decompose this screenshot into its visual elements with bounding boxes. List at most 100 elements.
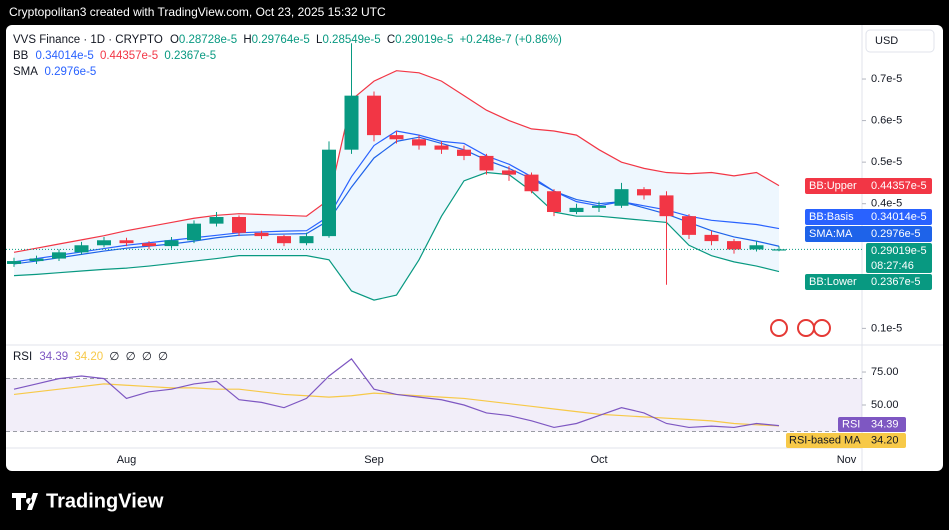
symbol: VVS Finance · 1D · CRYPTO [13,34,163,46]
price-tag-value: 0.34014e-5 [871,211,927,223]
candle-body [682,216,696,235]
rsi-value: ∅ [142,351,152,363]
candle-body [142,243,156,247]
candle-body [277,236,291,244]
candle-body [592,205,606,208]
y-tick-label: 0.7e-5 [871,73,902,85]
rsi-band [6,378,862,432]
y-tick-label: 75.00 [871,366,899,378]
price-tag [805,178,932,194]
ohlc-value: 0.28728e-5 [179,34,237,46]
last-price: 0.29019e-5 [871,245,927,257]
price-tag [805,209,932,225]
logo-mark [12,493,38,510]
ohlc-key: O [170,34,179,46]
rsi-ma-tag-value: 34.20 [871,434,899,446]
candle-body [704,234,719,242]
candle-body [367,95,381,136]
candle-body [29,258,44,262]
ohlc-key: C [387,34,395,46]
indicator-line [13,171,780,301]
ohlc-value: 0.28549e-5 [322,34,380,46]
footer-logo: TradingView [12,490,164,512]
candle-body [322,149,336,237]
candle-body [52,252,66,259]
overlay: USD VVS Finance · 1D · CRYPTO O0.28728e-… [12,29,935,512]
candle-body [569,207,584,213]
candle-body [502,170,516,175]
candle-body [389,135,404,140]
event-icons [770,319,831,337]
bb-name: BB [13,50,29,62]
x-tick-label: Oct [590,454,607,466]
candle-body [74,245,89,253]
candle-body [659,195,674,217]
ohlc-key: L [316,34,323,46]
sma-name: SMA [13,66,38,78]
event-icon [813,319,831,337]
rsi-line [13,357,780,429]
legend-bb: BB 0.34014e-5 0.44357e-5 0.2367e-5 [13,50,216,62]
y-tick-label: 0.4e-5 [871,198,902,210]
candle-body [749,245,764,250]
bb-band [14,70,779,301]
candle-body [232,217,246,233]
candle-body [164,240,179,247]
price-tag [805,274,932,290]
ohlc-key: H [243,34,251,46]
rsi-name: RSI [13,351,32,363]
candle-body [254,232,269,237]
price-tag-name: BB:Lower [809,276,857,288]
candle-body [344,95,359,150]
y-tick-label: 50.00 [871,399,899,411]
candle-body [457,149,471,156]
candle-body [614,189,629,206]
change: +0.248e-7 (+0.86%) [460,34,562,46]
price-tag-name: BB:Basis [809,211,854,223]
legend-sma: SMA 0.2976e-5 [13,66,96,78]
y-tick-label: 0.5e-5 [871,156,902,168]
price-tag-name: BB:Upper [809,180,857,192]
rsi-ma-tag [786,433,906,448]
sma-value: 0.2976e-5 [45,66,97,78]
price-tag [805,226,932,242]
candle-body [187,223,201,241]
x-tick-label: Aug [117,454,137,466]
candle-body [547,191,561,213]
candle-body [209,217,224,224]
x-tick-label: Nov [837,454,857,466]
bb-value: 0.2367e-5 [164,50,216,62]
rsi-value: ∅ [109,351,119,363]
currency: USD [875,35,898,47]
legend-rsi: RSI 34.39 34.20 ∅ ∅ ∅ ∅ [13,351,168,363]
candle-body [524,174,539,192]
price-tag-value: 0.2976e-5 [871,228,921,240]
rsi-tag [838,417,906,432]
rsi-value: 34.20 [74,351,103,363]
candle-body [434,145,449,150]
legend-main: VVS Finance · 1D · CRYPTO O0.28728e-5 H 0… [13,34,562,46]
rsi-tag-value: 34.39 [871,418,899,430]
rsi-value: ∅ [126,351,136,363]
bb-value: 0.34014e-5 [36,50,94,62]
price-tag-name: SMA:MA [809,228,853,240]
event-icon [770,319,788,337]
event-icon [797,319,815,337]
currency-box [865,29,935,53]
candle-body [299,236,314,244]
candle-body [97,240,111,246]
indicator-line [13,70,780,253]
rsi-value: ∅ [158,351,168,363]
ohlc-value: 0.29019e-5 [395,34,453,46]
candle-body [119,240,134,244]
y-tick-label: 0.1e-5 [871,322,902,334]
price-tag-value: 0.2367e-5 [871,276,921,288]
logo-text: TradingView [46,490,164,512]
price-tag-value: 0.44357e-5 [871,180,927,192]
indicator-line [13,130,780,263]
candle-body [412,139,426,146]
x-tick-label: Sep [364,454,384,466]
chart-panel [6,25,943,471]
